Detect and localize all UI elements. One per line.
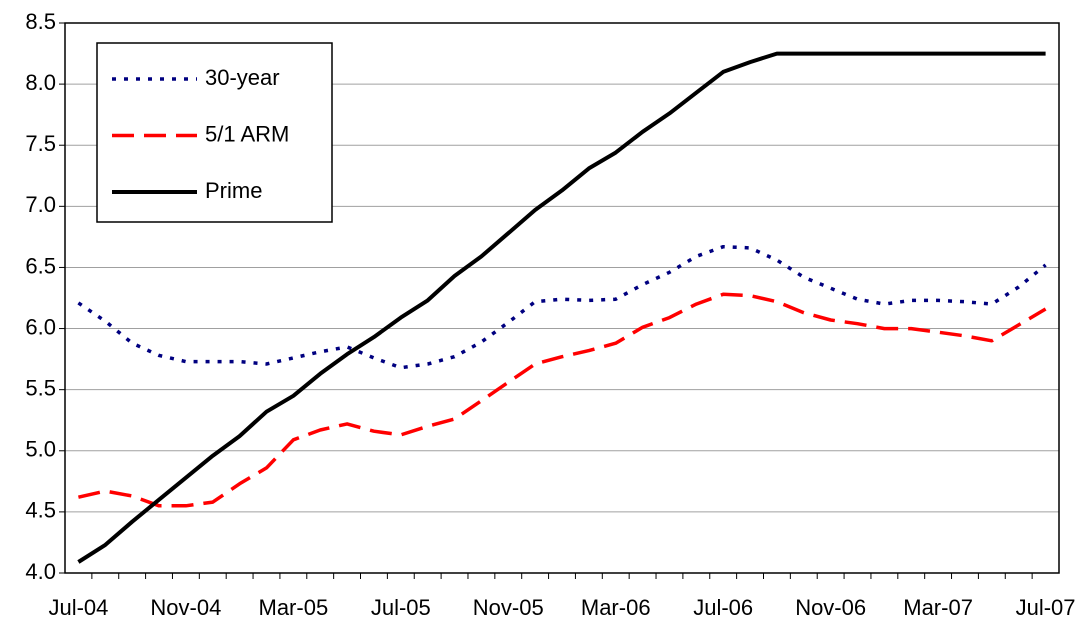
- x-tick-label: Jul-07: [1016, 595, 1076, 620]
- x-tick-label: Jul-06: [693, 595, 753, 620]
- x-tick-label: Nov-05: [473, 595, 544, 620]
- legend-label: 5/1 ARM: [205, 121, 289, 146]
- x-tick-label: Jul-05: [371, 595, 431, 620]
- series-line: [77, 244, 1047, 370]
- y-tick-label: 4.5: [25, 498, 56, 523]
- y-tick-label: 8.5: [25, 9, 56, 34]
- x-tick-label: Mar-06: [581, 595, 651, 620]
- y-tick-label: 6.0: [25, 314, 56, 339]
- y-tick-label: 6.5: [25, 253, 56, 278]
- x-tick-label: Nov-06: [795, 595, 866, 620]
- y-tick-label: 4.0: [25, 559, 56, 584]
- y-tick-label: 5.5: [25, 375, 56, 400]
- y-tick-label: 7.0: [25, 192, 56, 217]
- y-tick-label: 8.0: [25, 70, 56, 95]
- legend-label: 30-year: [205, 65, 280, 90]
- series-line: [78, 292, 1047, 508]
- y-tick-label: 7.5: [25, 131, 56, 156]
- y-tick-label: 5.0: [25, 437, 56, 462]
- x-tick-label: Mar-05: [259, 595, 329, 620]
- x-tick-label: Nov-04: [150, 595, 221, 620]
- legend-label: Prime: [205, 178, 262, 203]
- x-tick-label: Jul-04: [48, 595, 108, 620]
- plot-frame: [64, 22, 1060, 574]
- series-line: [77, 51, 1046, 564]
- x-tick-label: Mar-07: [903, 595, 973, 620]
